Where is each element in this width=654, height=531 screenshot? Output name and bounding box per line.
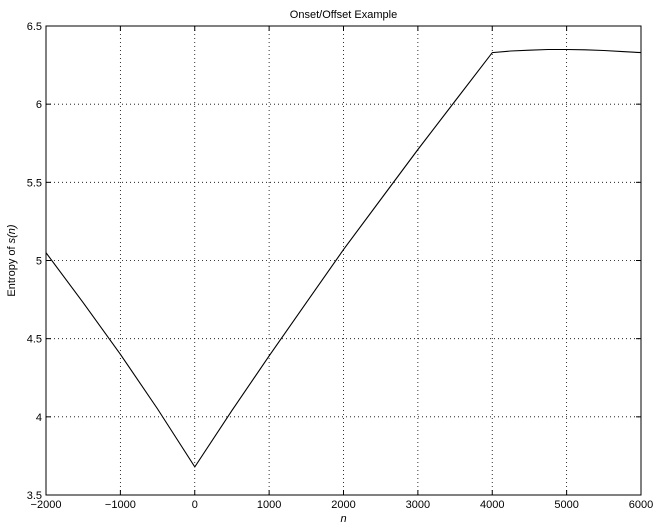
x-tick-label: 1000 xyxy=(257,499,281,511)
y-axis-label-prefix: Entropy of xyxy=(6,243,18,296)
x-tick-label: −1000 xyxy=(105,499,136,511)
y-axis-label-close: ) xyxy=(6,224,18,230)
y-axis-label-func: s( xyxy=(6,233,18,244)
x-tick-label: 6000 xyxy=(629,499,653,511)
x-tick-label: −2000 xyxy=(31,499,62,511)
plot-frame xyxy=(45,25,642,496)
x-tick-label: 0 xyxy=(192,499,198,511)
y-tick-labels: 3.5 4 4.5 5 5.5 6 6.5 xyxy=(27,21,42,502)
entropy-series-line xyxy=(45,48,642,468)
x-tick-label: 4000 xyxy=(480,499,504,511)
chart-title: Onset/Offset Example xyxy=(290,9,397,21)
grid-lines xyxy=(46,26,641,495)
y-tick-label: 5.5 xyxy=(27,177,42,189)
x-tick-labels: −2000 −1000 0 1000 2000 3000 4000 5000 6000 xyxy=(31,499,654,511)
x-tick-label: 2000 xyxy=(331,499,355,511)
x-tick-label: 5000 xyxy=(554,499,578,511)
y-tick-label: 4.5 xyxy=(27,334,42,346)
y-tick-label: 6 xyxy=(36,99,42,111)
x-tick-label: 3000 xyxy=(406,499,430,511)
y-axis-label-var: n xyxy=(6,228,18,234)
y-tick-label: 3.5 xyxy=(27,490,42,502)
x-axis-label: n xyxy=(340,513,346,525)
y-tick-label: 5 xyxy=(36,256,42,268)
y-tick-label: 4 xyxy=(36,412,42,424)
y-axis-label: Entropy of s(n) xyxy=(6,224,18,297)
y-tick-label: 6.5 xyxy=(27,21,42,33)
axis-ticks xyxy=(45,25,642,496)
